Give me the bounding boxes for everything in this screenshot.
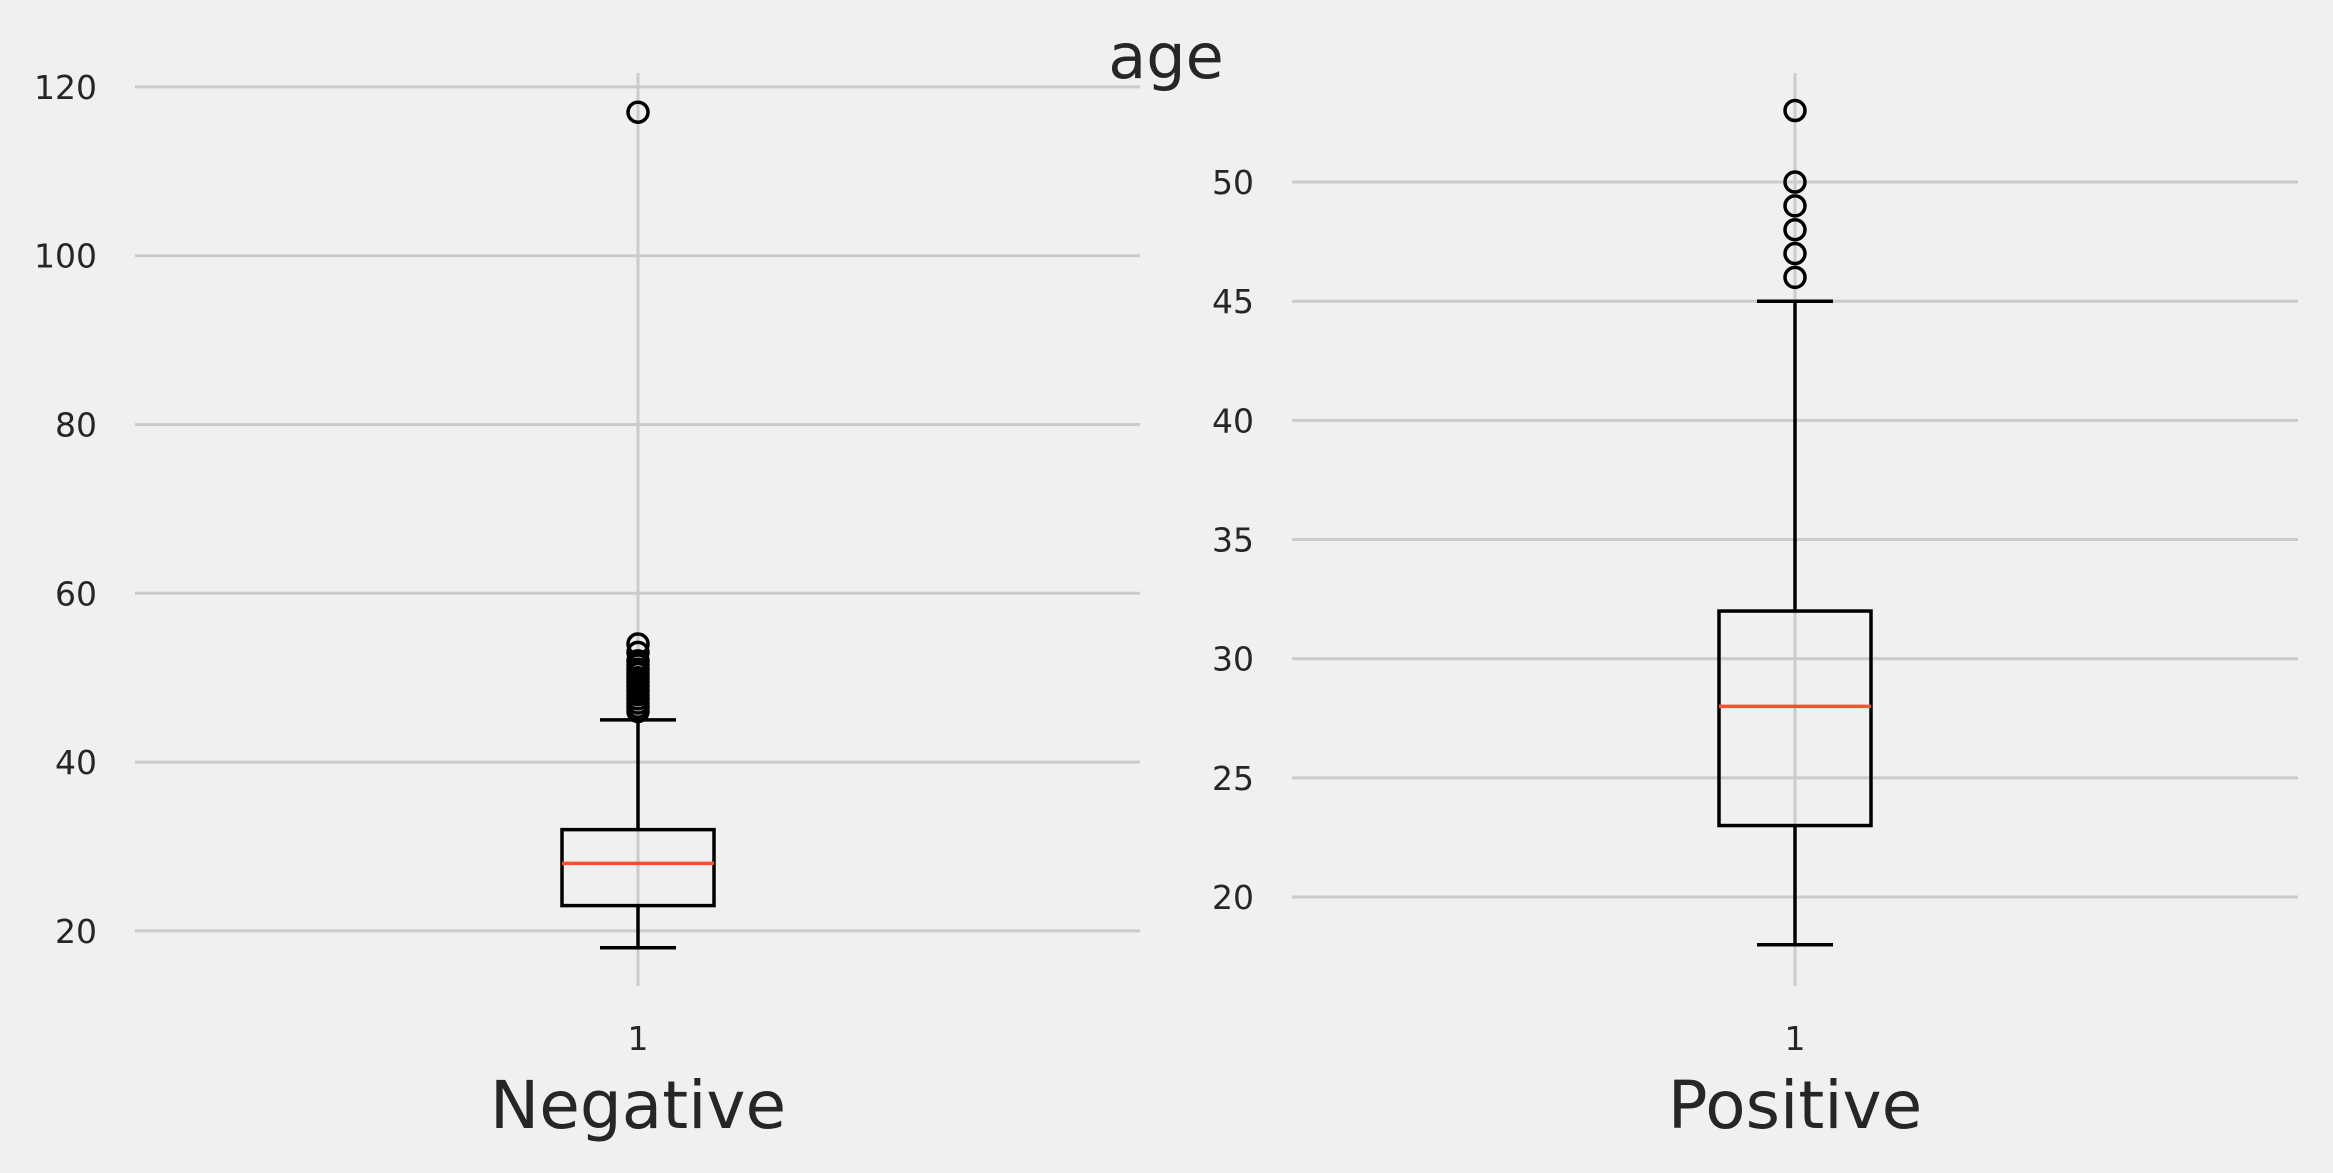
outlier-point <box>1783 194 1807 218</box>
y-tick-label: 60 <box>55 574 97 613</box>
outlier-point <box>1783 241 1807 266</box>
y-tick-label: 45 <box>1212 282 1254 321</box>
y-tick-label: 20 <box>55 912 97 951</box>
outlier-point <box>1783 217 1807 242</box>
y-tick-label: 25 <box>1212 759 1254 798</box>
iqr-box <box>560 827 716 908</box>
x-tick-label: 1 <box>1785 1019 1806 1058</box>
x-axis-label: Negative <box>490 1067 786 1144</box>
figure-title: age <box>1108 20 1224 93</box>
outlier-point <box>626 640 650 665</box>
outlier-point <box>1783 98 1807 123</box>
outlier-point <box>626 649 650 673</box>
y-tick-label: 50 <box>1212 163 1254 202</box>
iqr-box <box>1717 609 1873 828</box>
y-tick-label: 120 <box>34 68 97 107</box>
y-tick-label: 40 <box>55 743 97 782</box>
x-tick-label: 1 <box>628 1019 649 1058</box>
y-tick-label: 80 <box>55 405 97 444</box>
subplot-negative: 20 40 60 80 100 120 1 Negative <box>34 68 1140 1144</box>
y-tick-label: 20 <box>1212 878 1254 917</box>
outlier-point <box>626 632 650 656</box>
y-tick-label: 30 <box>1212 640 1254 679</box>
x-axis-label: Positive <box>1668 1067 1922 1144</box>
outlier-point <box>1783 170 1807 194</box>
outlier-point <box>1783 265 1807 290</box>
outlier-point <box>626 100 650 124</box>
y-tick-label: 40 <box>1212 401 1254 440</box>
subplot-positive: 20 25 30 35 40 45 50 1 Positive <box>1212 73 2298 1144</box>
y-tick-label: 35 <box>1212 521 1254 560</box>
y-tick-label: 100 <box>34 237 97 276</box>
